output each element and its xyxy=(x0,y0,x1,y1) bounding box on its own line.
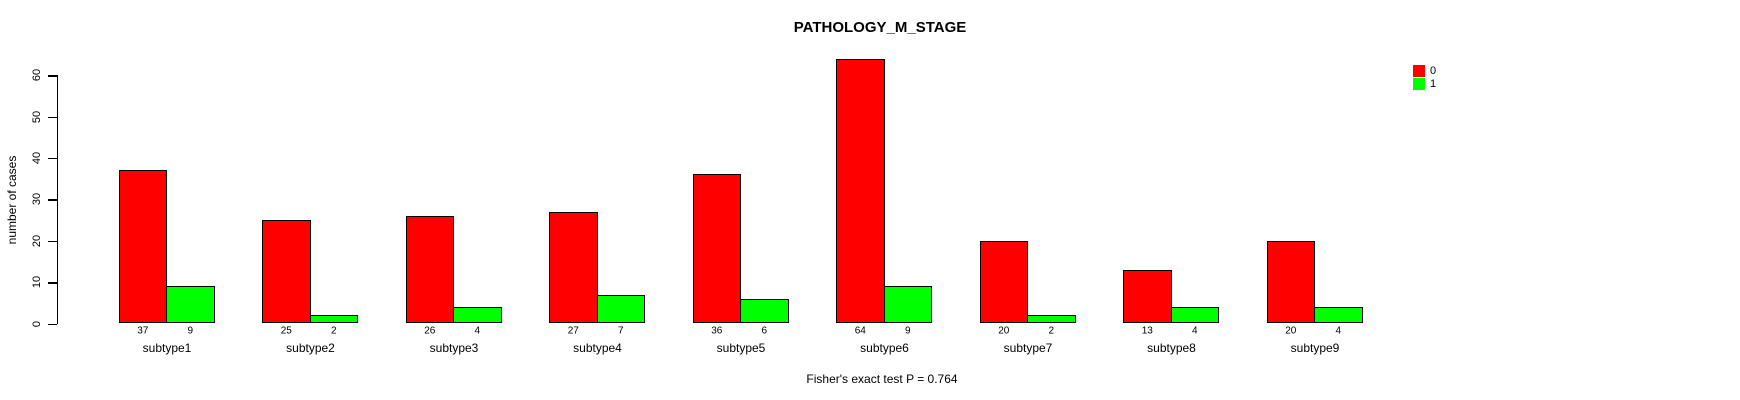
legend-item: 0 xyxy=(1413,64,1436,77)
bar-value-label: 9 xyxy=(187,325,194,337)
bar-subtype7-series1 xyxy=(1027,315,1076,324)
category-label: subtype9 xyxy=(1290,341,1340,355)
y-axis-tick-label: 60 xyxy=(31,69,43,82)
legend: 0 1 xyxy=(1413,64,1436,90)
legend-swatch-green xyxy=(1413,77,1425,90)
bar-value-label: 2 xyxy=(330,325,337,337)
bar-value-label: 25 xyxy=(280,325,292,337)
bar-value-label: 20 xyxy=(998,325,1010,337)
bar-subtype2-series1 xyxy=(309,315,358,324)
bar-subtype5-series0 xyxy=(692,174,741,324)
bar-value-label: 27 xyxy=(567,325,579,337)
bar-subtype3-series0 xyxy=(405,215,454,324)
legend-label: 0 xyxy=(1430,64,1437,77)
bar-subtype9-series1 xyxy=(1314,306,1363,324)
bar-value-label: 64 xyxy=(854,325,866,337)
bar-subtype8-series1 xyxy=(1170,306,1219,324)
legend-label: 1 xyxy=(1430,77,1437,90)
bar-subtype6-series1 xyxy=(883,286,932,324)
y-axis-line xyxy=(57,75,59,325)
annotation-text: Fisher's exact test P = 0.764 xyxy=(806,372,958,386)
y-axis-tick-label: 0 xyxy=(31,320,43,327)
category-label: subtype8 xyxy=(1147,341,1196,355)
legend-item: 1 xyxy=(1413,77,1436,90)
y-axis-tick-label: 30 xyxy=(31,193,43,206)
bar-value-label: 4 xyxy=(1335,325,1342,337)
bar-subtype1-series1 xyxy=(166,286,215,324)
bar-subtype4-series1 xyxy=(596,294,645,324)
y-axis-tick-label: 20 xyxy=(31,234,43,247)
category-label: subtype2 xyxy=(286,341,335,355)
legend-swatch-red xyxy=(1413,64,1425,77)
chart-title: PATHOLOGY_M_STAGE xyxy=(793,19,967,36)
y-axis-tick xyxy=(48,75,57,77)
category-label: subtype7 xyxy=(1003,341,1053,355)
bar-value-label: 7 xyxy=(617,325,624,337)
bar-value-label: 26 xyxy=(424,325,436,337)
bar-subtype1-series0 xyxy=(118,170,167,324)
bar-subtype2-series0 xyxy=(262,220,311,324)
bar-value-label: 37 xyxy=(137,325,149,337)
bar-value-label: 2 xyxy=(1048,325,1055,337)
y-axis-tick xyxy=(48,323,57,325)
bar-value-label: 4 xyxy=(474,325,481,337)
category-label: subtype6 xyxy=(860,341,909,355)
bar-subtype3-series1 xyxy=(453,306,502,324)
y-axis-tick xyxy=(48,157,57,160)
category-label: subtype5 xyxy=(716,341,766,355)
bar-subtype9-series0 xyxy=(1266,240,1315,324)
bar-value-label: 6 xyxy=(761,325,768,337)
bar-value-label: 4 xyxy=(1191,325,1198,337)
y-axis-tick xyxy=(48,240,57,243)
bar-subtype5-series1 xyxy=(740,298,789,324)
bar-subtype6-series0 xyxy=(836,58,885,324)
y-axis-tick-label: 10 xyxy=(31,275,43,289)
y-axis-tick-label: 50 xyxy=(31,110,43,123)
bar-value-label: 13 xyxy=(1141,325,1153,337)
category-label: subtype4 xyxy=(573,341,622,355)
bar-subtype7-series0 xyxy=(979,240,1028,324)
bar-subtype8-series0 xyxy=(1123,269,1172,324)
y-axis-tick xyxy=(48,199,57,201)
y-axis-tick xyxy=(48,282,57,284)
bar-subtype4-series0 xyxy=(549,211,598,324)
bar-value-label: 36 xyxy=(711,325,723,337)
category-label: subtype3 xyxy=(429,341,479,355)
bar-value-label: 20 xyxy=(1285,325,1297,337)
category-label: subtype1 xyxy=(142,341,192,355)
bar-value-label: 9 xyxy=(904,325,911,337)
y-axis-tick xyxy=(48,116,57,118)
y-axis-tick-label: 40 xyxy=(31,151,43,165)
